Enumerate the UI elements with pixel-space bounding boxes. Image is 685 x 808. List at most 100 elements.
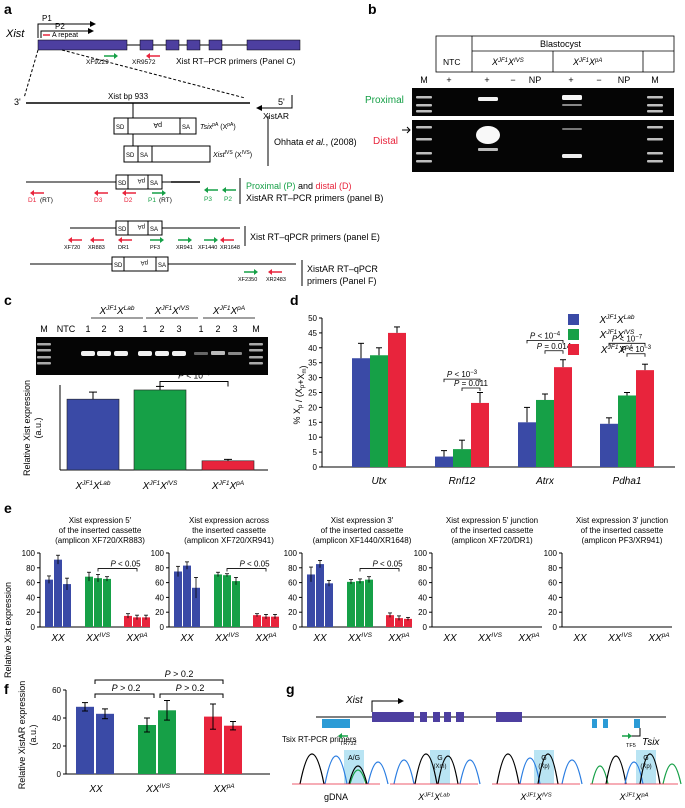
chart-e-ytick-label: 40 — [26, 593, 35, 602]
gel-c-band — [172, 351, 186, 356]
primer-xr9572-label: XR9572 — [132, 59, 156, 66]
gel-c-lane-5: 1 — [142, 324, 147, 334]
chart-c-bar-2 — [201, 460, 255, 471]
gel-c-lane-3: 2 — [101, 324, 106, 334]
gel-c-band-weak — [194, 352, 208, 355]
gel-b-distal-band-pa-1 — [562, 128, 582, 130]
chart-f-bracket-right — [159, 693, 224, 698]
tsix-pa-label: TsixpA (XpA) — [200, 122, 236, 131]
gel-b-lane-0: M — [420, 75, 428, 85]
gel-c-lane-9: 2 — [215, 324, 220, 334]
promoter-p2-arrowhead — [88, 28, 94, 34]
chart-e-subtitle-0-0: Xist expression 5′ — [69, 516, 132, 525]
chart-c-bar-1 — [133, 389, 187, 471]
gel-c-marker-band — [37, 362, 51, 365]
trace-peak-label-2: G — [541, 755, 546, 762]
chart-e-bar-1-1-1 — [223, 575, 231, 627]
chart-e-ytick-label: 60 — [288, 579, 297, 588]
trace-peak-2-1 — [519, 757, 541, 785]
trace-peak-sub-2: (Xp) — [538, 764, 549, 770]
trace-peak-sub-1: (Xm) — [434, 764, 447, 770]
chart-e-ytick-label: 20 — [155, 608, 164, 617]
svg-text:SA: SA — [158, 263, 166, 269]
chart-e-ytick-label: 100 — [544, 549, 558, 558]
chart-e-bar-0-0-2 — [63, 584, 71, 627]
gel-distal — [412, 120, 674, 172]
gel-c-band — [138, 351, 152, 356]
chart-e-pvalue-2: P < 0.05 — [372, 560, 403, 569]
chart-e-xtick-0-0: XX — [50, 633, 65, 644]
chart-e-ytick-label: 100 — [284, 549, 298, 558]
gel-b-lane-6: − — [596, 75, 601, 85]
chart-c-ylabel: Relative Xist expression — [22, 380, 32, 476]
xist-bp-label: Xist bp 933 — [108, 92, 149, 101]
chart-d-pvalue-4: P < 10−7 — [612, 334, 643, 343]
gel-b-lane-8: M — [651, 75, 659, 85]
panel-c: c XJF1XLab XJF1XIVS XJF1XpA M NTC 1 2 3 1 2 3 1 2 3 M… — [4, 292, 268, 492]
svg-text:SD: SD — [118, 227, 127, 233]
chart-e-ytick-label: 40 — [155, 593, 164, 602]
chart-d-xtick-3: Pdha1 — [613, 476, 642, 487]
gel-c-bands — [37, 343, 263, 365]
chart-e-ytick-label: 80 — [548, 564, 557, 573]
chart-e-bar-0-0-1 — [54, 559, 62, 627]
gel-c-lane-labels: M NTC 1 2 3 1 2 3 1 2 3 M — [40, 324, 260, 334]
chart-f-bar-1-0 — [138, 725, 156, 774]
chart-d-pvalue-3: P = 0.014 — [537, 342, 572, 351]
gel-c-marker-band — [249, 343, 263, 346]
xistar-qpcr-label-1: XistAR RT–qPCR — [307, 264, 378, 274]
blastocyst-label: Blastocyst — [540, 39, 582, 49]
trace-peak-2-3 — [561, 759, 583, 785]
gel-c-genotype-1: XJF1XIVS — [154, 305, 190, 317]
gel-b-marker-band — [416, 126, 432, 129]
chart-f-ytick-label: 60 — [52, 686, 61, 695]
xist-exon-4 — [186, 39, 201, 51]
gel-b-marker-band — [647, 138, 663, 141]
chart-e-subtitle-2-2: (amplicon XF1440/XR1648) — [313, 536, 412, 545]
chart-d-bar-3-1 — [618, 395, 636, 467]
chart-e-bar-1-1-2 — [232, 581, 240, 627]
chart-d-legend-label-2: XJF1XpA — [600, 344, 633, 356]
chart-e-ytick-label: 40 — [418, 593, 427, 602]
xist-exon-5 — [208, 39, 223, 51]
chart-e-ytick-label: 20 — [26, 608, 35, 617]
chart-e-xtick-3-0: XX — [442, 633, 457, 644]
g-tsix-exon-2 — [592, 719, 597, 728]
chart-f-ylabel-unit: (a.u.) — [28, 724, 38, 745]
gel-c-lane-4: 3 — [118, 324, 123, 334]
gel-b-marker-band — [647, 110, 663, 113]
cassette-xist-ivs — [123, 145, 211, 163]
chart-e-xtick-1-2: XXpA — [254, 632, 276, 644]
g-tsix-exon-4 — [634, 719, 640, 728]
chart-e-bar-2-1-1 — [356, 581, 364, 627]
chart-d-pvalue-5: P < 10−3 — [621, 345, 652, 354]
trace-peak-2-2 — [537, 753, 559, 785]
chart-e-bar-2-2-2 — [404, 618, 412, 627]
chart-e-xtick-1-1: XXIVS — [214, 632, 239, 644]
chart-f-ytick-label: 0 — [57, 770, 62, 779]
chart-d: 0 5 10 15 20 25 30 35 40 45 50 % Xp / (Xp+Xm) Utx Rnf… — [292, 314, 675, 487]
chart-d-bar-2-0 — [518, 422, 536, 467]
gel-c-lane-1: NTC — [57, 324, 76, 334]
chart-d-bar-1-1 — [453, 449, 471, 467]
g-xist-label: Xist — [345, 695, 364, 706]
xist-qpcr-label: Xist RT–qPCR primers (panel E) — [250, 232, 380, 242]
svg-text:SA: SA — [150, 227, 158, 233]
chart-e-subtitle-3-2: (amplicon XF720/DR1) — [451, 536, 533, 545]
chart-d-bar-2-2 — [554, 367, 572, 467]
trace-peak-1-3 — [459, 759, 481, 785]
gel-b-marker-band — [416, 152, 432, 155]
chart-e-subtitle-1-1: the inserted cassette — [192, 526, 266, 535]
proximal-label: Proximal — [365, 95, 404, 106]
xistar-arrow — [262, 95, 293, 109]
svg-text:SA: SA — [182, 125, 190, 131]
chart-c-xtick-0: XJF1XLab — [74, 480, 110, 492]
g-xist-exon-4 — [444, 712, 451, 722]
svg-text:SA: SA — [140, 153, 148, 159]
chart-e-subtitle-3-1: of the inserted cassette — [451, 526, 534, 535]
chart-f-xtick-2: XXpA — [212, 783, 234, 795]
chart-e-ytick-label: 40 — [548, 593, 557, 602]
trace-peak-sub-3: (Xp) — [640, 764, 651, 770]
gel-c-lane-6: 2 — [159, 324, 164, 334]
chart-e-xtick-2-0: XX — [312, 633, 327, 644]
